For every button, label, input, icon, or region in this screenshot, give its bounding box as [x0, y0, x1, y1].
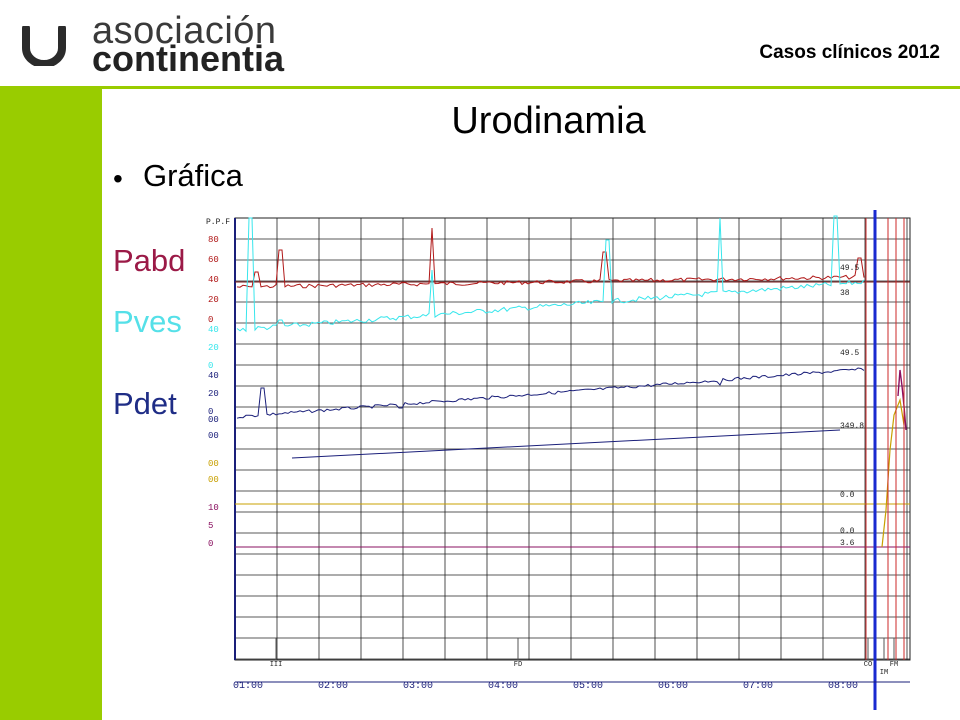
- y-tick-label: 5: [208, 521, 213, 531]
- x-tick-label: 08:00: [828, 681, 858, 692]
- x-tick-label: 04:00: [488, 681, 518, 692]
- pves-trace: [236, 215, 865, 333]
- header-divider: [0, 86, 960, 89]
- sidebar-accent-bar: [0, 88, 102, 720]
- pabd-trace: [236, 227, 865, 289]
- y-tick-label: 60: [208, 255, 219, 265]
- emg-trace: [897, 369, 907, 431]
- y-tick-label: 00: [208, 475, 219, 485]
- x-tick-label: 06:00: [658, 681, 688, 692]
- event-marker-label: FM: [890, 661, 898, 669]
- readout-value: 3.6: [840, 539, 855, 548]
- bullet-point-icon: •: [113, 163, 123, 194]
- y-tick-label: 0: [208, 315, 213, 325]
- x-tick-label: 01:00: [233, 681, 263, 692]
- event-marker-label: IM: [880, 669, 888, 677]
- y-tick-label: 00: [208, 415, 219, 425]
- chart-header-text: P.P.F: [206, 218, 230, 227]
- header-subtitle: Casos clínicos 2012: [759, 42, 940, 63]
- y-tick-label: 20: [208, 343, 219, 353]
- flow-trace: [881, 397, 905, 548]
- bullet-text: Gráfica: [143, 158, 243, 193]
- chart-frame: [234, 217, 911, 661]
- y-tick-label: 10: [208, 503, 219, 513]
- y-tick-label: 0: [208, 539, 213, 549]
- y-tick-label: 20: [208, 389, 219, 399]
- volume-trace: [291, 429, 841, 459]
- readout-value: 0.0: [840, 491, 855, 500]
- logo-icon: [22, 26, 66, 66]
- pdet-trace: [236, 367, 865, 419]
- channel-label-pves: Pves: [113, 304, 182, 339]
- channel-label-pabd: Pabd: [113, 243, 186, 278]
- readout-value: 349.8: [840, 422, 864, 431]
- x-tick-label: 02:00: [318, 681, 348, 692]
- y-tick-label: 40: [208, 325, 219, 335]
- readout-value: 38: [840, 289, 850, 298]
- event-marker-label: CO: [864, 661, 872, 669]
- y-tick-label: 40: [208, 371, 219, 381]
- y-tick-label: 20: [208, 295, 219, 305]
- x-tick-label: 07:00: [743, 681, 773, 692]
- y-tick-label: 0: [208, 407, 213, 417]
- y-tick-label: 40: [208, 275, 219, 285]
- readout-value: 49.5: [840, 349, 859, 358]
- event-marker-label: III: [270, 661, 283, 669]
- readout-value: 49.5: [840, 264, 859, 273]
- y-tick-label: 0: [208, 361, 213, 371]
- logo-text-asociacion: asociación: [92, 10, 277, 52]
- channel-label-pdet: Pdet: [113, 386, 177, 421]
- urodynamic-chart: P.P.F806040200402004020000000000105049.5…: [206, 210, 911, 710]
- y-tick-label: 80: [208, 235, 219, 245]
- x-tick-label: 05:00: [573, 681, 603, 692]
- event-marker-label: FD: [514, 661, 522, 669]
- readout-value: 0.0: [840, 527, 855, 536]
- y-tick-label: 00: [208, 459, 219, 469]
- logo-text-continentia: continentia: [92, 38, 285, 79]
- slide-title: Urodinamia: [451, 100, 646, 142]
- x-tick-label: 03:00: [403, 681, 433, 692]
- y-tick-label: 00: [208, 431, 219, 441]
